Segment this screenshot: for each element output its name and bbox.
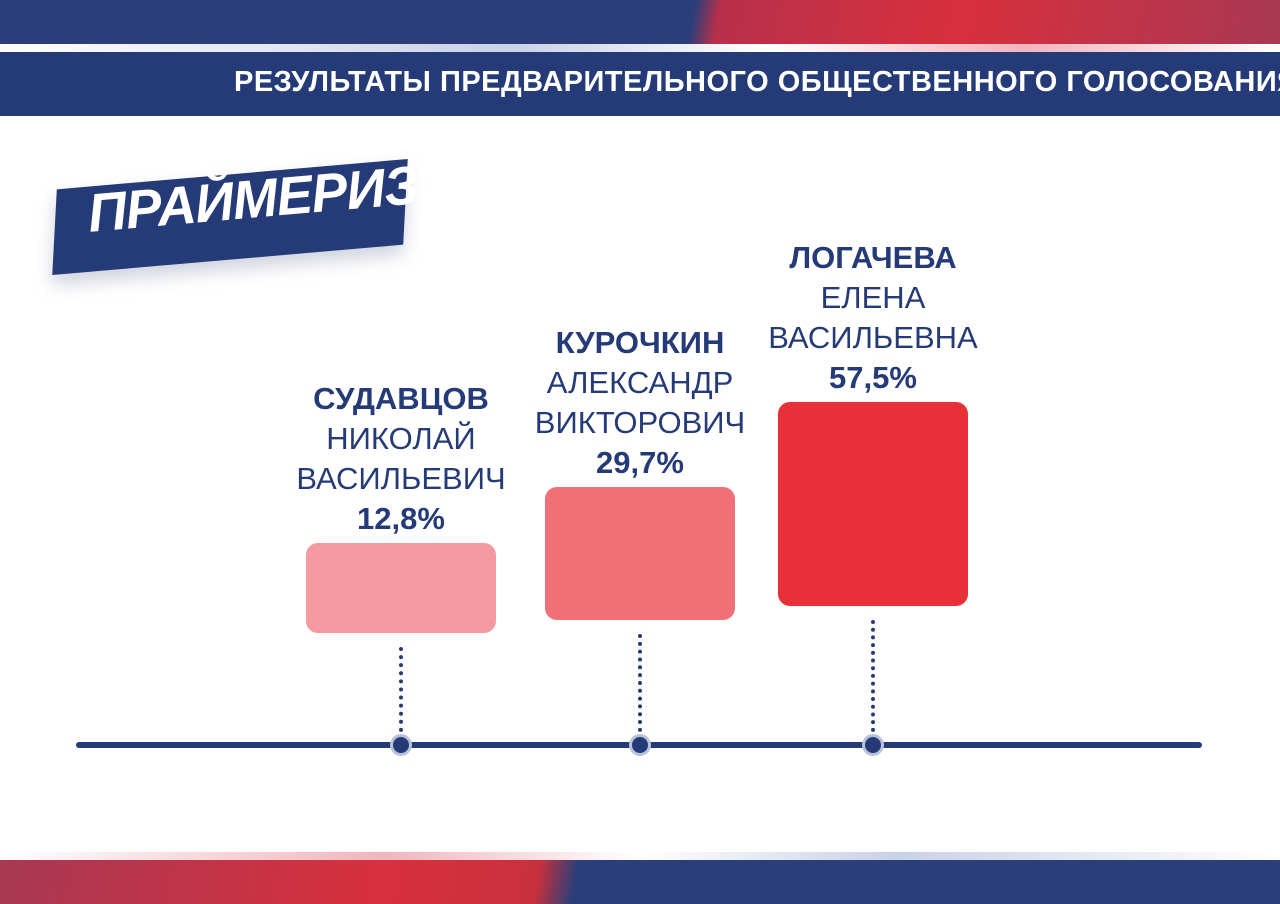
candidate-percent: 57,5%	[829, 360, 917, 395]
bottom-decorative-stripe	[0, 852, 1280, 860]
bar-1	[306, 543, 496, 633]
page-title: РЕЗУЛЬТАТЫ ПРЕДВАРИТЕЛЬНОГО ОБЩЕСТВЕННОГ…	[234, 66, 1280, 98]
axis-node-2	[629, 734, 651, 756]
title-bar: РЕЗУЛЬТАТЫ ПРЕДВАРИТЕЛЬНОГО ОБЩЕСТВЕННОГ…	[0, 52, 1280, 116]
dotted-connector-2	[638, 634, 642, 732]
candidate-surname: СУДАВЦОВ	[313, 381, 489, 416]
bottom-decorative-band	[0, 860, 1280, 904]
axis-node-3	[862, 734, 884, 756]
candidate-first-name: ЕЛЕНА	[820, 280, 926, 315]
candidate-patronymic: ВИКТОРОВИЧ	[534, 405, 746, 440]
bar-2	[545, 487, 735, 620]
candidate-percent: 29,7%	[596, 445, 684, 480]
candidate-label-1: СУДАВЦОВ НИКОЛАЙ ВАСИЛЬЕВИЧ 12,8%	[281, 379, 521, 539]
top-decorative-band	[0, 0, 1280, 46]
candidate-first-name: АЛЕКСАНДР	[546, 365, 734, 400]
candidate-label-3: ЛОГАЧЕВА ЕЛЕНА ВАСИЛЬЕВНА 57,5%	[753, 238, 993, 398]
candidate-surname: ЛОГАЧЕВА	[789, 240, 957, 275]
bar-3	[778, 402, 968, 606]
dotted-connector-3	[871, 620, 875, 732]
top-decorative-stripe	[0, 44, 1280, 52]
axis-node-1	[390, 734, 412, 756]
candidate-percent: 12,8%	[357, 501, 445, 536]
dotted-connector-1	[399, 647, 403, 732]
candidate-first-name: НИКОЛАЙ	[326, 421, 476, 456]
candidate-patronymic: ВАСИЛЬЕВИЧ	[296, 461, 506, 496]
candidate-surname: КУРОЧКИН	[555, 325, 725, 360]
candidate-patronymic: ВАСИЛЬЕВНА	[768, 320, 978, 355]
candidate-label-2: КУРОЧКИН АЛЕКСАНДР ВИКТОРОВИЧ 29,7%	[520, 323, 760, 483]
